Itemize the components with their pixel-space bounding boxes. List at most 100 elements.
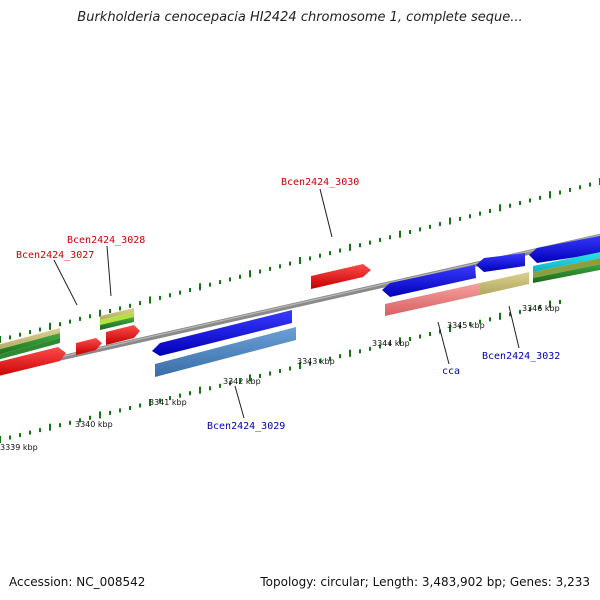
accession-text: Accession: NC_008542 xyxy=(9,575,146,589)
gene-feature-bcen2424-3032 xyxy=(480,272,529,295)
tick-mark xyxy=(239,378,241,383)
tick-mark xyxy=(69,319,71,324)
tick-mark xyxy=(549,300,551,308)
tick-mark xyxy=(289,366,291,371)
tick-mark xyxy=(339,248,341,253)
tick-mark xyxy=(539,304,541,309)
tick-mark xyxy=(509,203,511,208)
tick-mark xyxy=(309,256,311,261)
tick-mark xyxy=(19,332,21,337)
gene-feature-right xyxy=(533,252,600,283)
tick-mark xyxy=(39,428,41,433)
tick-mark xyxy=(499,204,501,212)
tick-mark xyxy=(369,346,371,351)
tick-mark xyxy=(0,436,1,443)
tick-mark xyxy=(319,253,321,258)
gene-feature-left-green xyxy=(0,328,60,360)
tick-mark xyxy=(419,227,421,232)
tick-mark xyxy=(299,257,301,264)
gene-feature-cca xyxy=(385,283,480,316)
tick-mark xyxy=(469,214,471,219)
tick-mark xyxy=(329,251,331,256)
tick-mark xyxy=(359,243,361,248)
cds-arrow-cca[interactable] xyxy=(382,265,476,297)
tick-mark xyxy=(339,354,341,359)
tick-mark xyxy=(0,336,1,343)
label-leader-lines xyxy=(53,188,520,419)
tick-mark xyxy=(229,277,231,282)
cds-arrow-bcen2424-3032[interactable] xyxy=(476,253,525,272)
tick-label: 3341 kbp xyxy=(149,398,187,407)
tick-mark xyxy=(189,391,191,396)
tick-mark xyxy=(149,399,151,406)
tick-mark xyxy=(99,411,101,419)
tick-mark xyxy=(419,334,421,339)
tick-mark xyxy=(259,373,261,378)
tick-mark xyxy=(189,288,191,292)
gene-label-cca[interactable]: cca xyxy=(442,366,460,377)
tick-mark xyxy=(199,283,201,291)
tick-label: 3345 kbp xyxy=(447,321,485,330)
tick-mark xyxy=(529,198,531,203)
tick-mark xyxy=(59,322,61,327)
tick-mark xyxy=(489,209,491,213)
tick-mark xyxy=(49,423,51,431)
tick-label: 3343 kbp xyxy=(297,357,335,366)
tick-mark xyxy=(389,341,391,346)
tick-mark xyxy=(489,317,491,322)
tick-mark xyxy=(449,217,451,225)
tick-mark xyxy=(219,383,221,388)
tick-mark xyxy=(359,349,361,354)
tick-label: 3342 kbp xyxy=(223,377,261,386)
tick-marks xyxy=(0,178,600,443)
tick-mark xyxy=(129,303,131,308)
gene-label-bcen2424-3028[interactable]: Bcen2424_3028 xyxy=(67,235,145,246)
tick-mark xyxy=(589,182,591,187)
tick-mark xyxy=(89,314,91,319)
tick-mark xyxy=(9,435,11,440)
tick-mark xyxy=(209,386,211,391)
tick-mark xyxy=(9,335,11,340)
tick-mark xyxy=(199,386,201,394)
tick-mark xyxy=(499,312,501,320)
tick-mark xyxy=(279,369,281,373)
tick-mark xyxy=(429,224,431,229)
tick-mark xyxy=(169,293,171,298)
tick-mark xyxy=(519,309,521,314)
tick-mark xyxy=(269,371,271,376)
tick-mark xyxy=(169,396,171,401)
tick-label: 3344 kbp xyxy=(372,339,410,348)
cds-arrow-bcen2424-3029[interactable] xyxy=(152,310,292,356)
cds-arrow-bcen2424-3028[interactable] xyxy=(106,325,140,345)
tick-mark xyxy=(89,415,91,420)
cds-arrow-bcen2424-3030[interactable] xyxy=(311,264,371,289)
tick-mark xyxy=(539,195,541,200)
tick-mark xyxy=(319,359,321,364)
tick-mark xyxy=(279,264,281,269)
gene-label-bcen2424-3032[interactable]: Bcen2424_3032 xyxy=(482,351,560,362)
tick-mark xyxy=(559,190,561,195)
tick-mark xyxy=(379,344,381,349)
cds-arrow-right[interactable] xyxy=(529,234,600,263)
tick-mark xyxy=(349,349,351,357)
tick-mark xyxy=(19,433,21,438)
tick-mark xyxy=(479,319,481,324)
gene-label-bcen2424-3029[interactable]: Bcen2424_3029 xyxy=(207,421,285,432)
gene-label-bcen2424-3027[interactable]: Bcen2424_3027 xyxy=(16,250,94,261)
gene-label-bcen2424-3030[interactable]: Bcen2424_3030 xyxy=(281,177,359,188)
gene-feature-bcen2424-3028 xyxy=(100,308,134,330)
tick-mark xyxy=(29,330,31,335)
tick-mark xyxy=(99,309,101,317)
tick-label: 3346 kbp xyxy=(522,304,560,313)
tick-label: 3340 kbp xyxy=(75,420,113,429)
tick-mark xyxy=(109,309,111,313)
tick-mark xyxy=(159,295,161,300)
tick-mark xyxy=(119,306,121,311)
tick-mark xyxy=(439,222,441,227)
tick-mark xyxy=(69,420,71,425)
cds-arrow-left[interactable] xyxy=(0,347,66,378)
tick-mark xyxy=(139,403,141,408)
cds-arrow-bcen2424-3027[interactable] xyxy=(76,338,102,355)
tick-mark xyxy=(399,230,401,238)
tick-label: 3339 kbp xyxy=(0,443,38,452)
